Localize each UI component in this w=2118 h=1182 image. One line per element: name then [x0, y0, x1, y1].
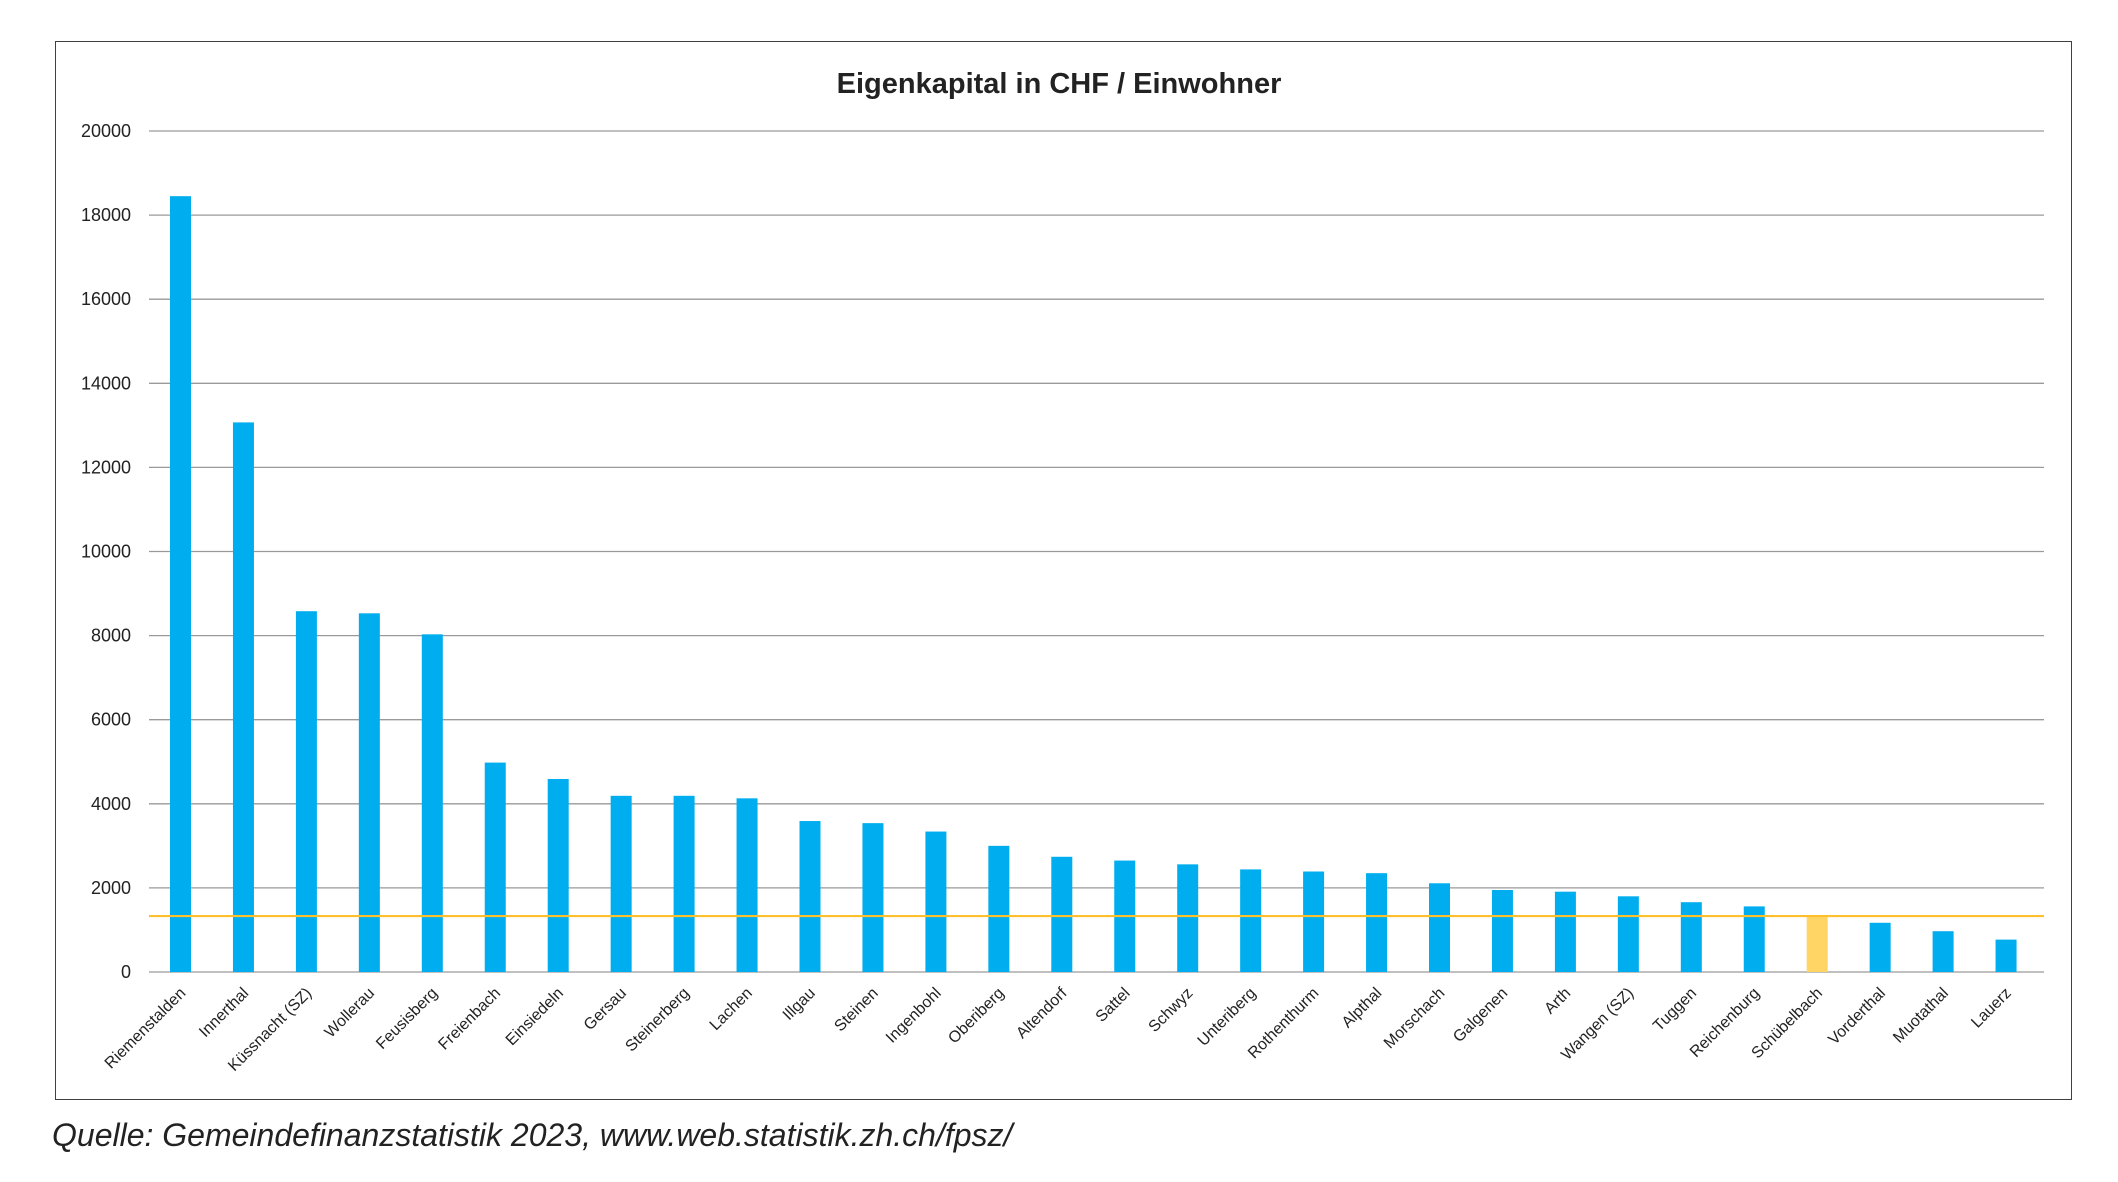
bar — [1491, 890, 1513, 972]
bar — [1554, 891, 1576, 972]
bar — [1303, 871, 1325, 972]
x-tick-label: Galgenen — [1450, 985, 1511, 1046]
x-tick-label: Sattel — [1093, 985, 1134, 1026]
bar — [799, 821, 821, 972]
bar — [862, 823, 884, 972]
bar — [736, 798, 758, 972]
bar — [295, 611, 317, 972]
x-tick-label: Steinerberg — [622, 985, 693, 1056]
x-tick-label: Wollerau — [322, 985, 378, 1041]
x-tick-label: Steinen — [831, 985, 881, 1035]
x-tick-label: Lachen — [707, 985, 756, 1034]
bar — [484, 762, 506, 972]
bar — [1806, 916, 1828, 972]
x-tick-label: Morschach — [1381, 985, 1448, 1052]
bar — [925, 831, 947, 972]
bar — [1869, 922, 1891, 972]
y-tick-label: 2000 — [91, 878, 131, 898]
y-tick-label: 8000 — [91, 626, 131, 646]
x-tick-label: Unteriberg — [1195, 985, 1260, 1050]
bar — [170, 196, 191, 973]
bar — [1680, 902, 1702, 972]
x-tick-label: Altendorf — [1013, 984, 1071, 1042]
y-tick-label: 0 — [121, 962, 131, 982]
bar — [358, 613, 380, 972]
y-tick-label: 20000 — [81, 121, 131, 141]
bar — [1240, 869, 1262, 972]
y-tick-label: 12000 — [81, 457, 131, 477]
x-tick-label: Tuggen — [1650, 985, 1700, 1035]
y-tick-label: 4000 — [91, 794, 131, 814]
bar — [1617, 896, 1639, 972]
bar — [421, 634, 443, 972]
bar — [1743, 906, 1765, 972]
bar — [1995, 939, 2017, 972]
x-tick-label: Oberiberg — [945, 985, 1007, 1047]
x-tick-label: Freienbach — [435, 985, 504, 1054]
x-tick-label: Vorderthal — [1825, 985, 1889, 1049]
bar — [1429, 883, 1450, 972]
y-tick-label: 10000 — [81, 542, 131, 562]
x-tick-label: Alpthal — [1339, 985, 1386, 1032]
bar — [1177, 864, 1199, 972]
y-tick-label: 18000 — [81, 205, 131, 225]
x-tick-label: Gersau — [581, 985, 630, 1034]
bar — [547, 778, 569, 972]
bar — [1366, 873, 1388, 972]
x-tick-label: Arth — [1541, 985, 1574, 1018]
x-tick-label: Feusisberg — [373, 985, 441, 1053]
bar — [673, 795, 695, 972]
y-tick-label: 14000 — [81, 373, 131, 393]
bar — [1932, 931, 1954, 972]
bar — [1051, 856, 1073, 972]
bar — [988, 845, 1010, 972]
bar — [232, 422, 254, 972]
x-tick-label: Muotathal — [1890, 985, 1952, 1047]
y-tick-label: 16000 — [81, 289, 131, 309]
bar — [610, 795, 632, 972]
source-note: Quelle: Gemeindefinanzstatistik 2023, ww… — [52, 1117, 1013, 1153]
x-tick-label: Einsiedeln — [503, 985, 567, 1049]
x-tick-label: Illgau — [780, 985, 819, 1024]
y-tick-label: 6000 — [91, 710, 131, 730]
x-tick-label: Schwyz — [1146, 985, 1197, 1036]
chart-title: Eigenkapital in CHF / Einwohner — [836, 68, 1282, 100]
x-tick-label: Lauerz — [1968, 985, 2015, 1032]
x-tick-label: Ingenbohl — [883, 985, 945, 1047]
x-tick-label: Innerthal — [196, 985, 252, 1041]
x-tick-label: Riemenstalden — [102, 985, 189, 1072]
